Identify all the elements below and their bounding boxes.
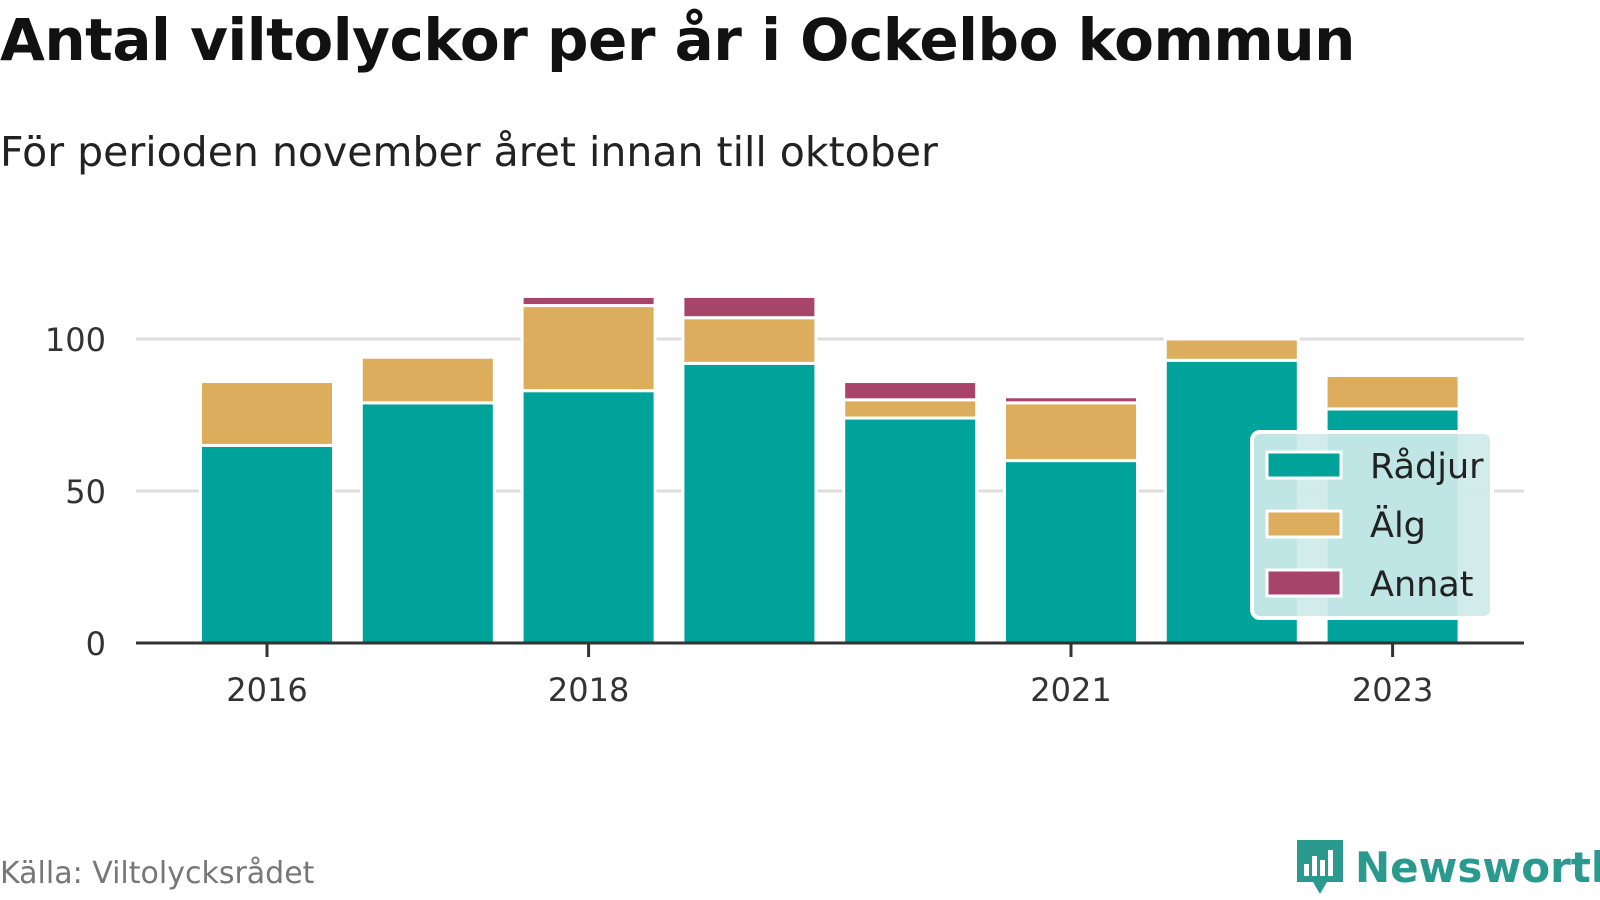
bar-segment-Annat-2019 <box>681 294 818 320</box>
y-tick-label: 0 <box>86 625 106 663</box>
source-note: Källa: Viltolycksrådet <box>0 856 315 891</box>
bar-segment-Annat-2018 <box>520 294 657 308</box>
brand-name: Newsworthy <box>1355 842 1600 892</box>
bar-segment-Rådjur-2016 <box>199 443 335 645</box>
legend: Rådjur Älg Annat <box>1250 430 1494 620</box>
stacked-bar-chart: 0 50 100 2016 2018 2021 2023 Rådjur Älg Annat <box>45 294 1524 709</box>
bar-segment-Älg-2017 <box>359 355 496 405</box>
x-tick-label: 2016 <box>226 671 307 709</box>
brand-logo: Newsworthy <box>1293 838 1600 896</box>
bar-segment-Älg-2023 <box>1324 373 1461 411</box>
bar-segment-Älg-2020 <box>842 398 979 420</box>
bar-segment-Rådjur-2018 <box>520 389 657 645</box>
bar-segment-Älg-2021 <box>1003 401 1139 463</box>
bar-segment-Annat-2020 <box>842 380 979 402</box>
x-tick-label: 2021 <box>1030 671 1111 709</box>
newsworthy-logo-icon <box>1297 840 1343 894</box>
bar-segment-Älg-2019 <box>681 316 818 365</box>
bar-segment-Älg-2018 <box>520 304 657 393</box>
x-tick-label: 2023 <box>1352 671 1433 709</box>
legend-swatch-Annat <box>1265 568 1343 598</box>
bar-segment-Älg-2022 <box>1163 337 1300 362</box>
chart-title: Antal viltolyckor per år i Ockelbo kommu… <box>0 6 1355 74</box>
x-tick-label: 2018 <box>548 671 629 709</box>
axes: 0 50 100 2016 2018 2021 2023 <box>45 321 1524 709</box>
chart-subtitle: För perioden november året innan till ok… <box>0 128 938 176</box>
y-tick-label: 100 <box>45 321 106 359</box>
legend-swatch-Rådjur <box>1265 450 1343 480</box>
legend-label-Annat: Annat <box>1370 565 1473 605</box>
bar-segment-Annat-2021 <box>1003 395 1139 405</box>
bar-segment-Rådjur-2021 <box>1003 459 1139 645</box>
y-tick-label: 50 <box>65 473 106 511</box>
bar-segment-Älg-2016 <box>199 380 335 447</box>
bar-segment-Rådjur-2020 <box>842 416 979 645</box>
legend-label-Rådjur: Rådjur <box>1370 446 1484 487</box>
legend-label-Älg: Älg <box>1370 504 1426 546</box>
bar-segment-Rådjur-2019 <box>681 361 818 645</box>
bar-segment-Rådjur-2017 <box>359 401 496 645</box>
legend-swatch-Älg <box>1265 509 1343 539</box>
